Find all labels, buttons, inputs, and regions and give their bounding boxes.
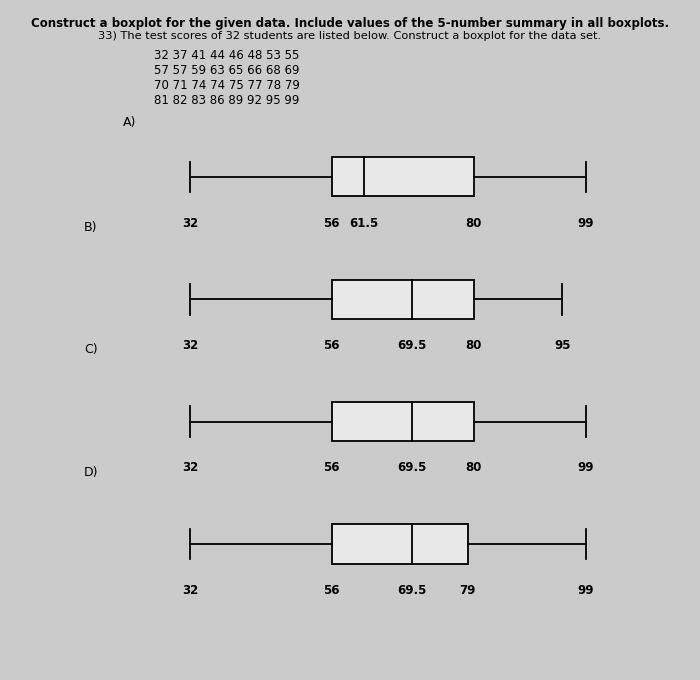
Text: 56: 56 (323, 217, 340, 230)
Text: 80: 80 (466, 461, 482, 475)
Text: 32: 32 (182, 583, 198, 597)
Bar (332, 402, 474, 441)
Text: 80: 80 (466, 217, 482, 230)
Text: 61.5: 61.5 (350, 217, 379, 230)
Text: 69.5: 69.5 (397, 339, 426, 352)
Text: 99: 99 (578, 461, 594, 475)
Text: 69.5: 69.5 (397, 461, 426, 475)
Bar (332, 157, 474, 197)
Text: 56: 56 (323, 461, 340, 475)
Text: B): B) (84, 221, 97, 234)
Text: 32: 32 (182, 217, 198, 230)
Text: 33) The test scores of 32 students are listed below. Construct a boxplot for the: 33) The test scores of 32 students are l… (99, 31, 601, 41)
Text: 32: 32 (182, 461, 198, 475)
Text: C): C) (84, 343, 97, 356)
Text: 79: 79 (460, 583, 476, 597)
Text: 32: 32 (182, 339, 198, 352)
Text: 99: 99 (578, 217, 594, 230)
Text: 32 37 41 44 46 48 53 55: 32 37 41 44 46 48 53 55 (154, 49, 300, 62)
Bar (332, 524, 468, 564)
Text: A): A) (122, 116, 136, 129)
Text: 69.5: 69.5 (397, 583, 426, 597)
Text: 57 57 59 63 65 66 68 69: 57 57 59 63 65 66 68 69 (154, 64, 300, 77)
Text: 80: 80 (466, 339, 482, 352)
Text: 70 71 74 74 75 77 78 79: 70 71 74 74 75 77 78 79 (154, 79, 300, 92)
Text: 81 82 83 86 89 92 95 99: 81 82 83 86 89 92 95 99 (154, 94, 300, 107)
Text: D): D) (84, 466, 99, 479)
Bar (332, 279, 474, 319)
Text: 56: 56 (323, 583, 340, 597)
Text: 56: 56 (323, 339, 340, 352)
Text: 99: 99 (578, 583, 594, 597)
Text: Construct a boxplot for the given data. Include values of the 5-number summary i: Construct a boxplot for the given data. … (31, 17, 669, 30)
Text: 95: 95 (554, 339, 570, 352)
